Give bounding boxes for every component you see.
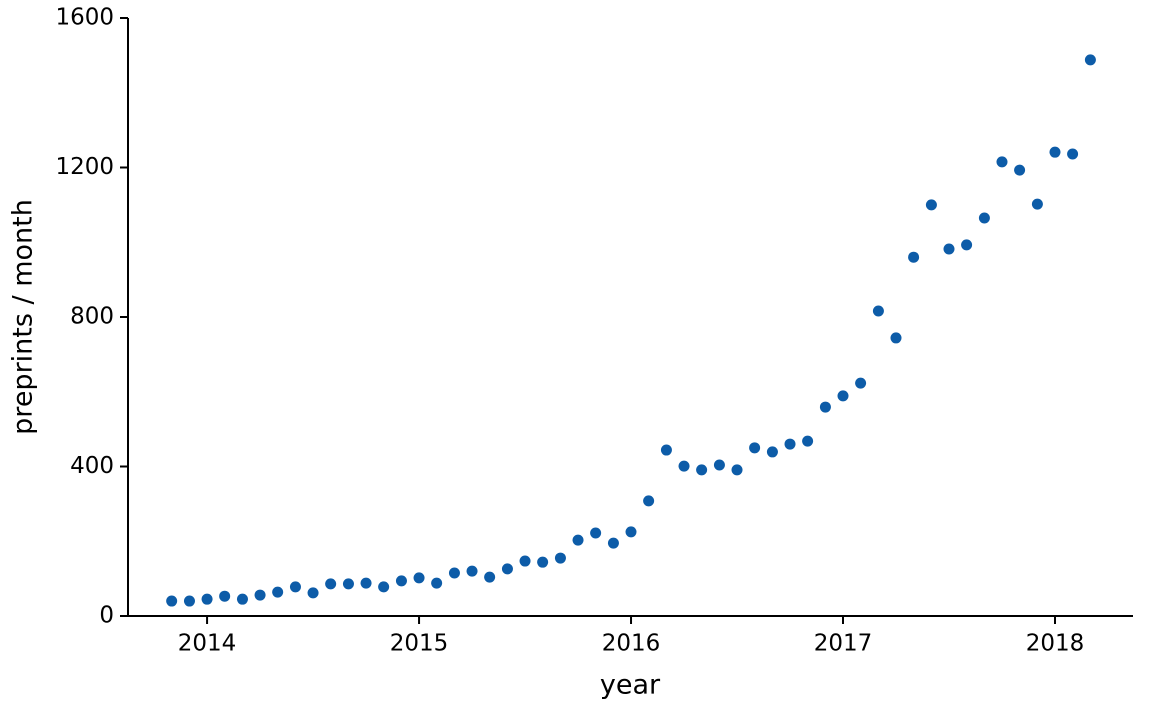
x-tick-label: 2017: [814, 631, 873, 657]
point: [590, 527, 602, 539]
point: [289, 581, 301, 593]
point: [643, 495, 655, 507]
point: [713, 459, 725, 471]
point: [183, 595, 195, 607]
point: [219, 590, 231, 602]
point: [996, 156, 1008, 168]
point: [166, 595, 178, 607]
x-tick-label: 2014: [178, 631, 237, 657]
point: [890, 332, 902, 344]
point: [431, 577, 443, 589]
point: [395, 575, 407, 587]
point: [1067, 148, 1079, 160]
y-axis-title: preprints / month: [8, 199, 39, 435]
point: [1031, 198, 1043, 210]
point: [537, 556, 549, 568]
point: [466, 565, 478, 577]
point: [961, 239, 973, 251]
point: [448, 567, 460, 579]
point: [501, 563, 513, 575]
point: [307, 587, 319, 599]
y-tick-label: 800: [70, 304, 114, 330]
y-tick-label: 1600: [55, 5, 114, 31]
y-tick-label: 0: [99, 603, 114, 629]
point: [784, 438, 796, 450]
point: [660, 444, 672, 456]
point: [236, 593, 248, 605]
point: [766, 446, 778, 458]
point: [201, 593, 213, 605]
point: [1014, 164, 1026, 176]
y-tick-label: 1200: [55, 154, 114, 180]
point: [272, 586, 284, 598]
point: [678, 460, 690, 472]
point: [607, 537, 619, 549]
point: [943, 243, 955, 255]
point: [872, 305, 884, 317]
point: [978, 212, 990, 224]
point: [1084, 54, 1096, 66]
x-tick-label: 2018: [1026, 631, 1085, 657]
point: [837, 390, 849, 402]
point: [378, 581, 390, 593]
y-tick-label: 400: [70, 453, 114, 479]
point: [819, 401, 831, 413]
point: [908, 251, 920, 263]
point: [342, 578, 354, 590]
point: [855, 377, 867, 389]
x-tick-label: 2016: [602, 631, 661, 657]
x-tick-label: 2015: [390, 631, 449, 657]
point: [749, 442, 761, 454]
point: [360, 577, 372, 589]
point: [696, 464, 708, 476]
point: [254, 589, 266, 601]
point: [625, 526, 637, 538]
point: [572, 534, 584, 546]
point: [554, 552, 566, 564]
point: [413, 572, 425, 584]
point: [484, 571, 496, 583]
point: [925, 199, 937, 211]
point: [802, 435, 814, 447]
point: [519, 555, 531, 567]
point: [731, 464, 743, 476]
point: [325, 578, 337, 590]
point: [1049, 146, 1061, 158]
x-axis-title: year: [600, 670, 661, 701]
